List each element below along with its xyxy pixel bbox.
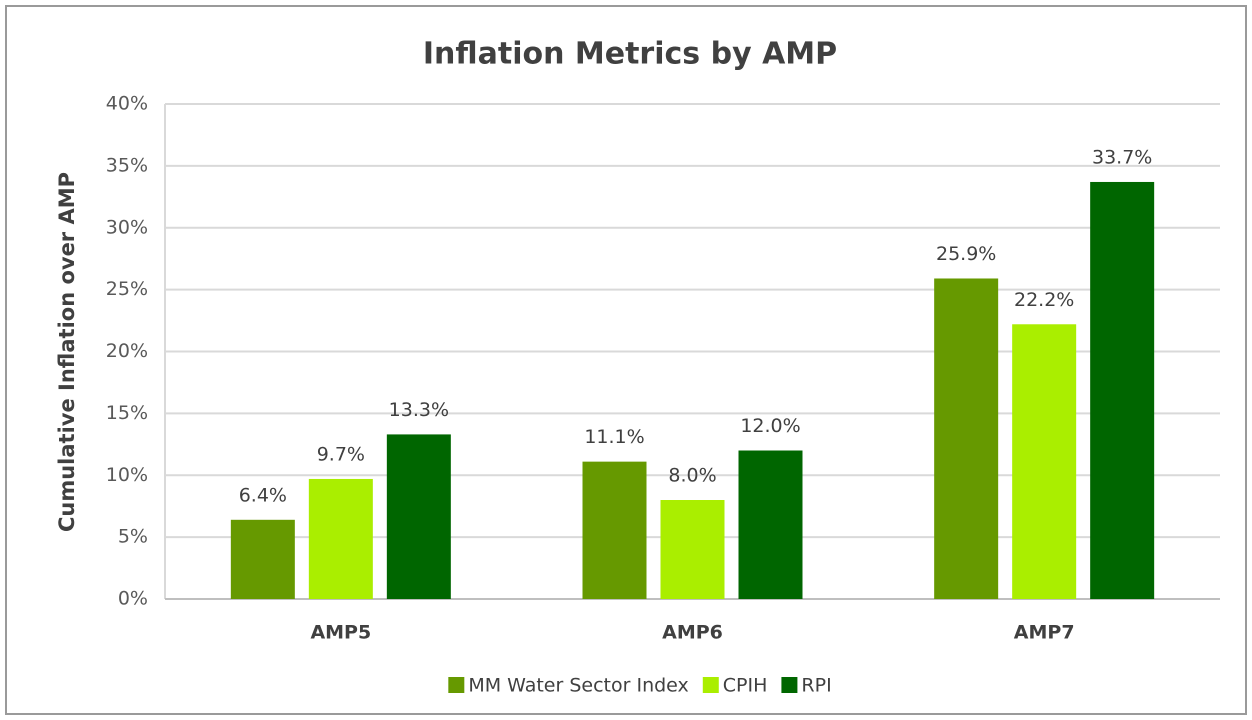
legend-label: CPIH xyxy=(723,675,768,697)
bar xyxy=(386,434,451,599)
value-label: 12.0% xyxy=(740,415,800,437)
value-label: 9.7% xyxy=(317,443,365,465)
x-tick-label: AMP6 xyxy=(662,622,723,644)
bar xyxy=(582,461,647,599)
y-axis-label: Cumulative Inflation over AMP xyxy=(55,172,79,532)
legend-swatch xyxy=(448,677,465,693)
value-label: 25.9% xyxy=(936,243,996,265)
bar xyxy=(738,450,803,599)
y-tick-label: 20% xyxy=(106,340,148,362)
bar xyxy=(934,278,999,599)
bar xyxy=(308,478,373,599)
chart-title: Inflation Metrics by AMP xyxy=(423,37,837,72)
value-label: 11.1% xyxy=(584,426,644,448)
x-tick-label: AMP7 xyxy=(1014,622,1075,644)
y-tick-label: 10% xyxy=(106,464,148,486)
bar xyxy=(1012,324,1077,599)
y-tick-label: 0% xyxy=(118,588,148,610)
value-label: 13.3% xyxy=(389,399,449,421)
y-tick-label: 25% xyxy=(106,278,148,300)
bar xyxy=(660,500,725,599)
legend-swatch xyxy=(702,677,719,693)
y-tick-label: 30% xyxy=(106,216,148,238)
y-tick-label: 15% xyxy=(106,402,148,424)
value-label: 33.7% xyxy=(1092,146,1152,168)
x-tick-label: AMP5 xyxy=(310,622,371,644)
bar xyxy=(230,519,295,599)
value-label: 22.2% xyxy=(1014,289,1074,311)
value-label: 6.4% xyxy=(239,484,287,506)
y-tick-label: 35% xyxy=(106,154,148,176)
value-label: 8.0% xyxy=(668,465,716,487)
y-tick-label: 40% xyxy=(106,93,148,115)
legend-swatch xyxy=(781,677,798,693)
bar xyxy=(1090,181,1155,599)
y-tick-label: 5% xyxy=(118,526,148,548)
legend-label: RPI xyxy=(801,675,831,697)
legend-label: MM Water Sector Index xyxy=(468,675,688,697)
